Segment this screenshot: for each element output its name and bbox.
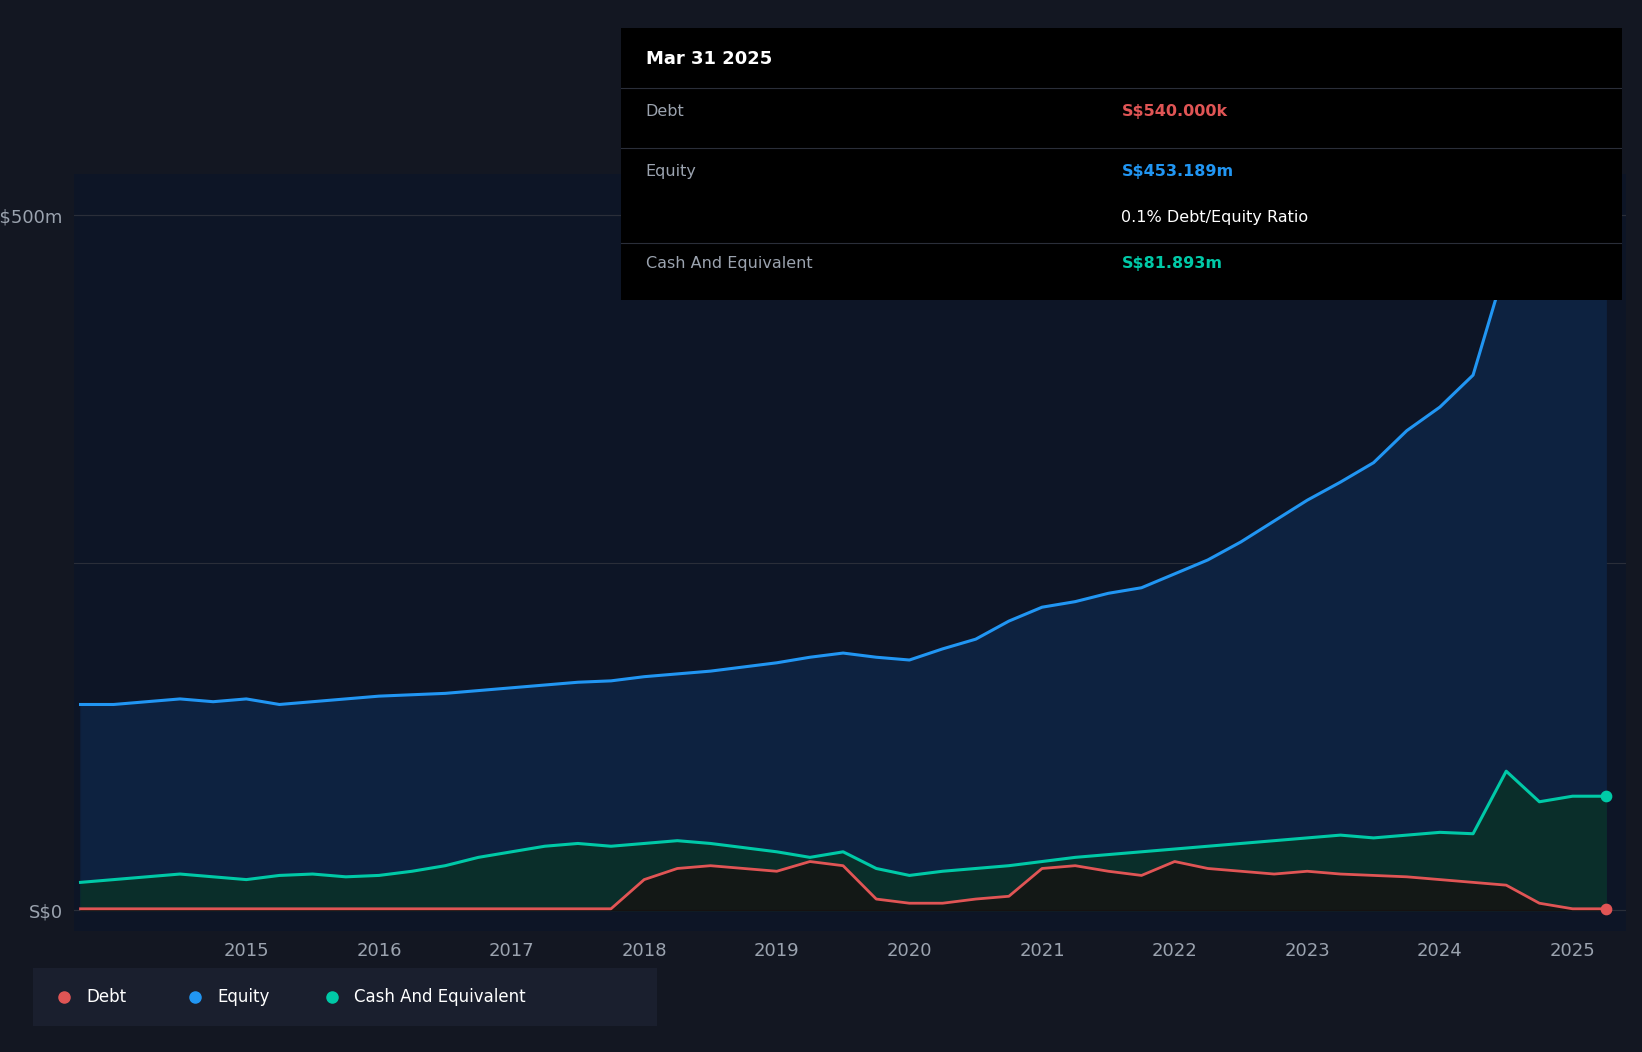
Text: Cash And Equivalent: Cash And Equivalent bbox=[645, 257, 813, 271]
Text: 0.1% Debt/Equity Ratio: 0.1% Debt/Equity Ratio bbox=[1121, 210, 1309, 225]
Text: S$81.893m: S$81.893m bbox=[1121, 257, 1223, 271]
Text: S$540.000k: S$540.000k bbox=[1121, 104, 1228, 119]
Text: Mar 31 2025: Mar 31 2025 bbox=[645, 50, 772, 68]
Point bbox=[1593, 272, 1619, 289]
Point bbox=[1593, 901, 1619, 917]
Text: Debt: Debt bbox=[645, 104, 685, 119]
Text: S$453.189m: S$453.189m bbox=[1121, 164, 1233, 179]
Text: Equity: Equity bbox=[217, 988, 269, 1006]
Point bbox=[1593, 788, 1619, 805]
Text: Equity: Equity bbox=[645, 164, 696, 179]
Text: Cash And Equivalent: Cash And Equivalent bbox=[355, 988, 525, 1006]
Text: Debt: Debt bbox=[85, 988, 126, 1006]
